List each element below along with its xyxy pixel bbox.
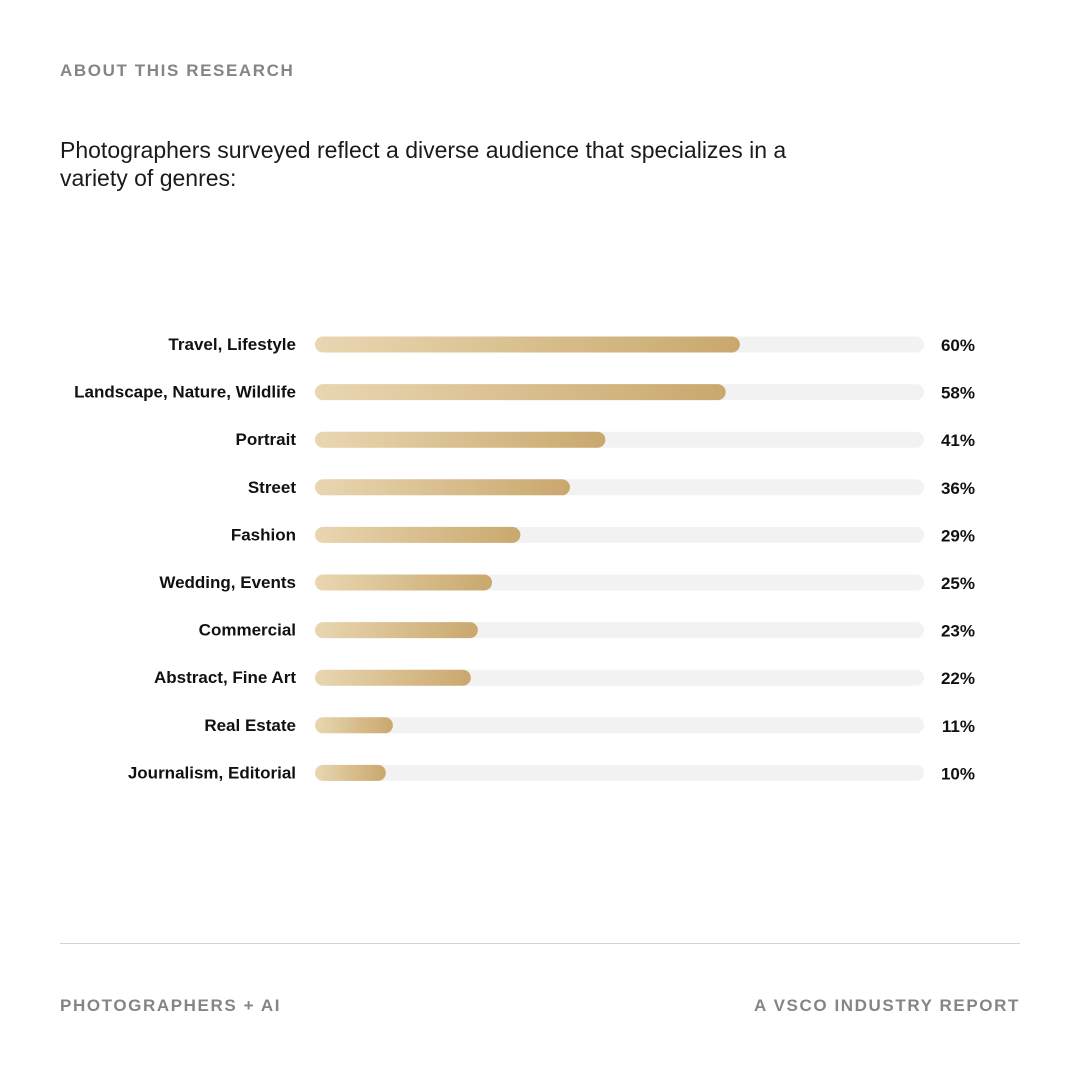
category-label: Commercial — [199, 621, 296, 640]
value-label: 22% — [941, 669, 975, 688]
bar-row-journalism-editorial: Journalism, Editorial 10% — [128, 763, 975, 783]
category-label: Travel, Lifestyle — [168, 335, 296, 354]
bar-row-travel-lifestyle: Travel, Lifestyle 60% — [168, 335, 975, 355]
footer-divider — [60, 943, 1020, 944]
category-label: Wedding, Events — [159, 573, 296, 592]
value-label: 41% — [941, 431, 975, 450]
intro-text: Photographers surveyed reflect a diverse… — [60, 137, 787, 191]
category-label: Street — [248, 478, 297, 497]
bar-wedding-events — [315, 574, 493, 591]
category-label: Portrait — [236, 430, 297, 449]
bar-track — [315, 669, 924, 686]
category-label: Fashion — [231, 525, 296, 544]
bar-row-landscape-nature-wildlife: Landscape, Nature, Wildlife 58% — [74, 383, 975, 403]
value-label: 60% — [941, 336, 975, 355]
bar-row-commercial: Commercial 23% — [199, 621, 975, 641]
value-label: 29% — [941, 526, 975, 545]
footer-report-label: A VSCO INDUSTRY REPORT — [754, 996, 1020, 1015]
value-label: 11% — [942, 717, 975, 736]
chart-rows: Travel, Lifestyle 60% Landscape, Nature, W… — [74, 335, 975, 783]
footer-title: PHOTOGRAPHERS + AI — [60, 996, 282, 1015]
bar-track — [315, 622, 924, 639]
bar-row-fashion: Fashion 29% — [231, 525, 975, 545]
bar-real-estate — [315, 717, 393, 734]
bar-street — [315, 479, 570, 496]
bar-track — [315, 717, 924, 734]
bar-track — [315, 479, 924, 496]
bar-track — [315, 384, 924, 401]
eyebrow-label: ABOUT THIS RESEARCH — [60, 61, 295, 80]
bar-portrait — [315, 431, 606, 448]
bar-row-wedding-events: Wedding, Events 25% — [159, 573, 975, 593]
bar-row-street: Street 36% — [248, 478, 975, 498]
category-label: Journalism, Editorial — [128, 763, 296, 782]
bar-commercial — [315, 622, 478, 639]
bar-row-abstract-fine-art: Abstract, Fine Art 22% — [154, 668, 975, 688]
category-label: Abstract, Fine Art — [154, 668, 296, 687]
bar-journalism-editorial — [315, 764, 386, 781]
value-label: 23% — [941, 622, 975, 641]
bar-track — [315, 431, 924, 448]
bar-travel-lifestyle — [315, 336, 740, 353]
bar-landscape-nature-wildlife — [315, 384, 726, 401]
bar-track — [315, 336, 924, 353]
bar-track — [315, 764, 924, 781]
bar-row-portrait: Portrait 41% — [236, 430, 975, 450]
bar-abstract-fine-art — [315, 669, 471, 686]
value-label: 25% — [941, 574, 975, 593]
bar-track — [315, 526, 924, 543]
bar-row-real-estate: Real Estate 11% — [204, 716, 975, 736]
category-label: Landscape, Nature, Wildlife — [74, 383, 296, 402]
bar-fashion — [315, 526, 521, 543]
bar-track — [315, 574, 924, 591]
category-label: Real Estate — [204, 716, 296, 735]
value-label: 58% — [941, 384, 975, 403]
value-label: 36% — [941, 479, 975, 498]
value-label: 10% — [941, 764, 975, 783]
